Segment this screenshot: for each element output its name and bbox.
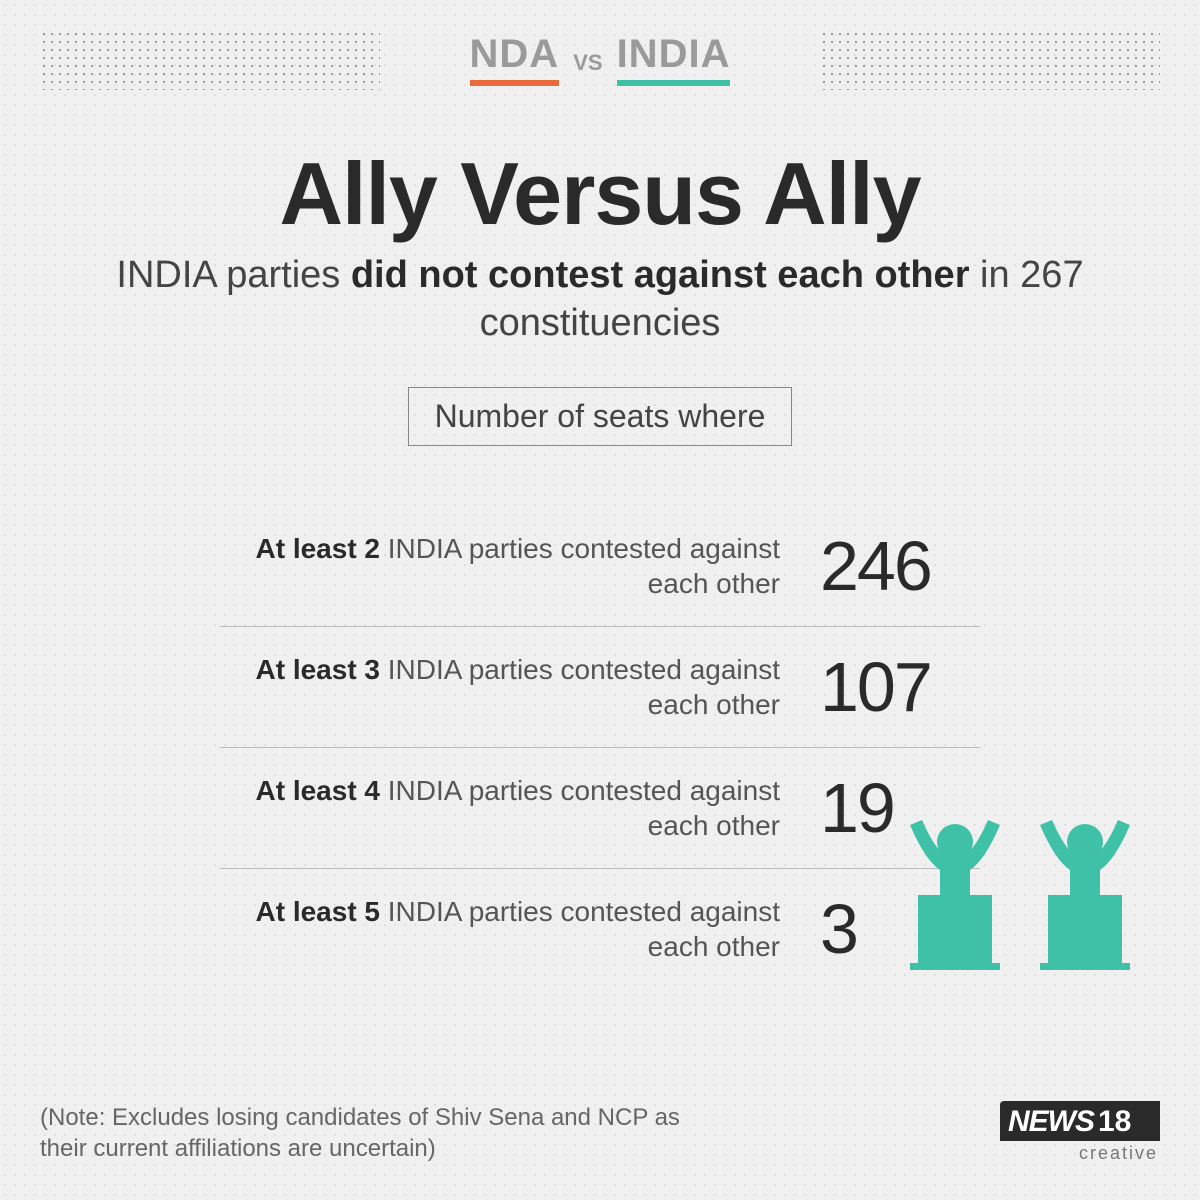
data-row: At least 2 INDIA parties contested again… (220, 506, 980, 626)
news18-logo: NEWS 18 creative (1000, 1101, 1160, 1164)
row-label-bold: At least 5 (256, 896, 381, 927)
speaker-icon (900, 820, 1010, 970)
speaker-icon (1030, 820, 1140, 970)
row-value: 246 (780, 526, 980, 606)
logo-news-text: NEWS (1008, 1105, 1094, 1139)
seats-tag: Number of seats where (408, 387, 793, 446)
main-title: Ally Versus Ally (40, 150, 1160, 238)
row-label-bold: At least 3 (256, 654, 381, 685)
row-label: At least 4 INDIA parties contested again… (220, 773, 780, 843)
data-row: At least 4 INDIA parties contested again… (220, 747, 980, 868)
data-row: At least 5 INDIA parties contested again… (220, 868, 980, 989)
row-label: At least 2 INDIA parties contested again… (220, 531, 780, 601)
india-underline (617, 80, 731, 86)
row-label: At least 3 INDIA parties contested again… (220, 652, 780, 722)
vs-block: NDA VS INDIA (470, 34, 731, 86)
logo-sub-text: creative (1000, 1141, 1160, 1164)
footnote: (Note: Excludes losing candidates of Shi… (40, 1102, 680, 1164)
subtitle-bold: did not contest against each other (351, 254, 970, 296)
row-label: At least 5 INDIA parties contested again… (220, 894, 780, 964)
nda-label: NDA (470, 34, 560, 74)
subtitle-prefix: INDIA parties (116, 254, 350, 296)
row-label-rest: INDIA parties contested against each oth… (380, 896, 780, 962)
row-label-bold: At least 2 (256, 533, 381, 564)
data-rows: At least 2 INDIA parties contested again… (220, 506, 980, 989)
nda-underline (470, 80, 560, 86)
row-value: 107 (780, 647, 980, 727)
data-row: At least 3 INDIA parties contested again… (220, 626, 980, 747)
india-label: INDIA (617, 34, 731, 74)
speaker-icons (900, 820, 1140, 970)
vs-text: VS (573, 50, 602, 86)
row-label-rest: INDIA parties contested against each oth… (380, 533, 780, 599)
row-label-bold: At least 4 (256, 775, 381, 806)
subtitle: INDIA parties did not contest against ea… (40, 252, 1160, 347)
row-label-rest: INDIA parties contested against each oth… (380, 775, 780, 841)
row-label-rest: INDIA parties contested against each oth… (380, 654, 780, 720)
header-row: NDA VS INDIA (40, 30, 1160, 90)
decorative-dots-right (820, 30, 1160, 90)
decorative-dots-left (40, 30, 380, 90)
logo-18-text: 18 (1098, 1105, 1131, 1139)
